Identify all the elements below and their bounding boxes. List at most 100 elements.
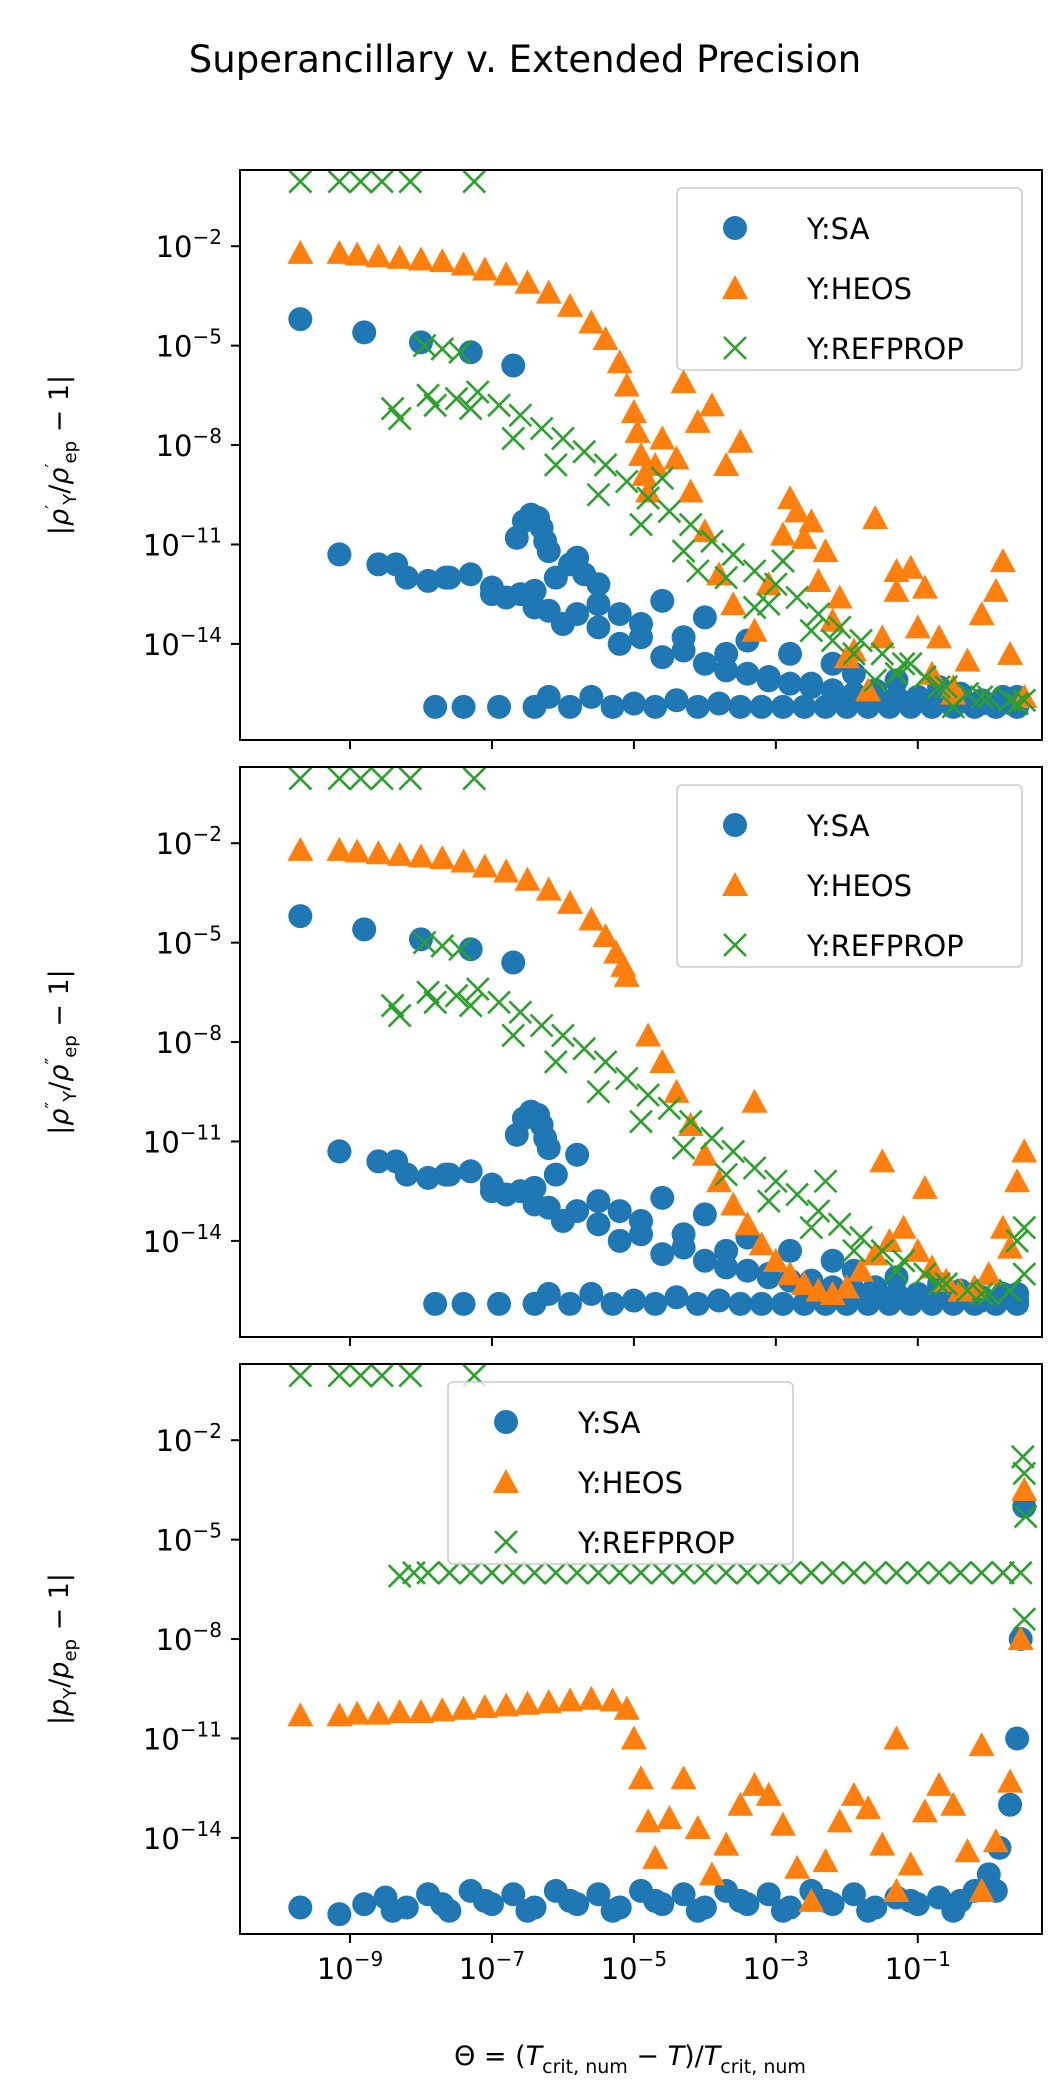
point-sa [558,1291,583,1316]
point-heos [287,239,314,264]
point-sa [629,1222,653,1247]
point-heos [848,1257,875,1282]
point-heos [982,1828,1009,1853]
point-refprop [1012,1262,1037,1286]
point-refprop [487,393,511,418]
point-sa [770,694,795,719]
point-heos [663,445,690,470]
point-sa [501,950,526,975]
point-refprop [742,1156,767,1180]
point-heos [869,1148,896,1173]
point-refprop [508,403,533,428]
point-sa [728,694,753,719]
point-refprop [849,628,873,653]
point-refprop [849,1225,873,1250]
point-sa [714,1238,739,1263]
point-heos [1007,1626,1034,1651]
point-heos [557,1687,584,1712]
point-refprop [437,1560,462,1585]
point-heos [407,1698,434,1724]
point-sa [770,1898,795,1923]
point-sa [799,674,824,699]
point-refprop [614,469,639,494]
point-heos [429,845,456,870]
point-heos [1004,1168,1031,1193]
point-heos [326,239,353,264]
point-sa [756,668,781,693]
point-heos [954,1838,981,1863]
point-heos [670,369,697,394]
point-refprop [1008,1560,1033,1585]
point-refprop [448,340,472,365]
point-refprop [1012,1215,1037,1240]
y-tick-label: 10−14 [143,623,222,662]
point-refprop [387,406,412,431]
y-tick-label: 10−8 [156,1618,222,1657]
point-sa [586,1212,611,1237]
legend-entry: Y:REFPROP [494,1526,735,1560]
legend-label: Y:HEOS [806,869,912,903]
point-sa [685,1898,710,1923]
point-sa [685,694,710,719]
point-sa [579,684,604,709]
point-refprop [998,1278,1022,1303]
point-sa [770,1291,795,1316]
point-sa [558,1888,583,1913]
axes-frame [239,766,1043,1338]
point-heos [471,1693,498,1719]
axes-frame [239,169,1043,741]
point-heos [819,1280,846,1305]
point-sa [607,1199,632,1224]
point-heos [429,248,456,273]
point-refprop [288,1364,313,1388]
point-heos [1011,1138,1038,1163]
point-refprop [380,396,405,421]
point-heos [862,504,889,530]
point-refprop [508,1000,533,1025]
point-heos [812,1848,839,1873]
legend-marker-refprop [494,1530,518,1554]
point-heos [450,848,477,873]
point-sa [423,694,448,719]
point-refprop [756,1560,781,1585]
point-heos [897,1851,924,1876]
series-refprop [288,170,1037,719]
point-refprop [721,1139,746,1164]
point-refprop [543,1050,568,1074]
point-refprop [863,1560,888,1585]
point-refprop [480,1560,504,1585]
point-sa [458,340,483,365]
point-refprop [551,1023,575,1048]
point-refprop [905,1560,930,1585]
point-refprop [806,1199,831,1223]
point-sa [565,1199,590,1224]
point-heos [514,866,541,891]
legend-marker-refprop [723,336,747,360]
point-refprop [714,1162,739,1187]
point-sa [685,1291,710,1316]
point-refprop [771,549,795,573]
point-heos [592,326,619,351]
y-tick-label: 10−2 [156,822,222,861]
point-sa [600,1898,625,1923]
point-refprop [348,767,373,791]
legend-entry: Y:HEOS [493,1466,683,1500]
point-refprop [522,1560,547,1585]
point-sa [856,1291,881,1316]
x-tick-label: 10−1 [885,1947,951,1986]
point-refprop [380,993,405,1018]
legend-label: Y:REFPROP [577,1526,735,1560]
point-refprop [501,1023,526,1048]
point-refprop [1012,1607,1037,1632]
point-heos [535,1689,562,1714]
point-sa [714,1255,739,1280]
point-refprop [614,1066,639,1091]
point-refprop [685,559,710,583]
point-sa [735,1258,760,1283]
point-refprop [465,977,490,1001]
point-refprop [714,565,739,590]
point-refprop [657,1096,682,1121]
y-tick-label: 10−5 [156,922,222,961]
point-sa [430,1892,455,1917]
y-axis-label: |ρ″Y/ρ″ep − 1| [42,969,81,1135]
